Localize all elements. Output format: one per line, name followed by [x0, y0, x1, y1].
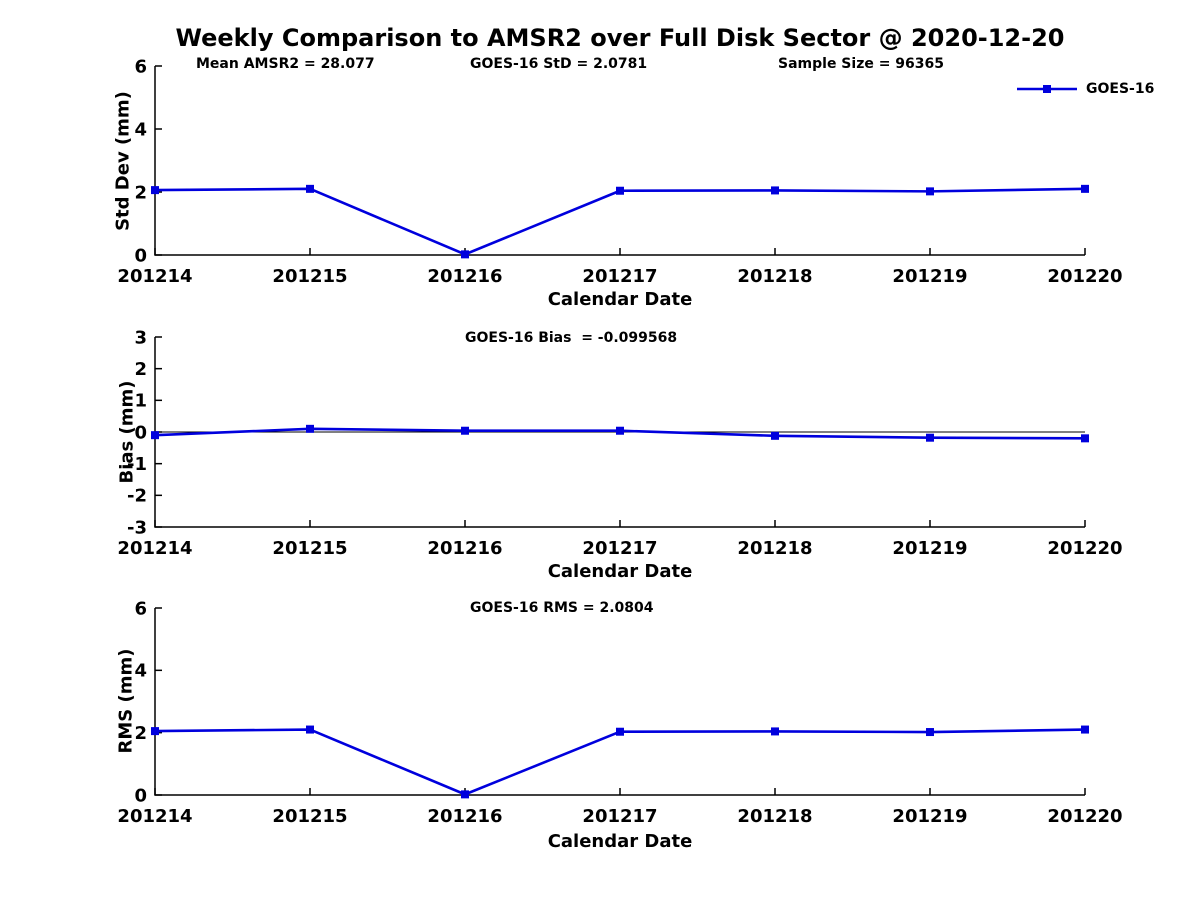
data-point-marker [306, 424, 314, 433]
y-tick-label: -1 [127, 454, 147, 475]
x-tick-label: 201218 [737, 266, 812, 287]
data-point-marker [616, 186, 624, 195]
axis-spines [154, 608, 1085, 796]
data-point-marker [771, 727, 779, 736]
y-tick-label: 2 [134, 182, 147, 203]
x-tick-label: 201217 [582, 806, 657, 827]
y-tick-label: 2 [134, 723, 147, 744]
x-tick-label: 201218 [737, 806, 812, 827]
x-tick-label: 201219 [892, 806, 967, 827]
chart-title: Weekly Comparison to AMSR2 over Full Dis… [175, 24, 1065, 52]
x-tick-label: 201216 [427, 266, 502, 287]
x-tick-label: 201216 [427, 806, 502, 827]
legend: GOES-16 [1015, 81, 1154, 97]
y-tick-label: 4 [134, 119, 147, 140]
x-tick-label: 201215 [272, 266, 347, 287]
x-tick-label: 201220 [1047, 538, 1122, 559]
data-point-marker [151, 186, 159, 195]
x-tick-label: 201215 [272, 806, 347, 827]
y-tick-label: 3 [134, 327, 147, 348]
y-tick-label: -3 [127, 517, 147, 538]
y-tick-label: 1 [134, 391, 147, 412]
y-tick-label: 0 [134, 245, 147, 266]
y-axis-label-rms: RMS (mm) [115, 648, 137, 754]
x-tick-label: 201217 [582, 538, 657, 559]
y-tick-label: 0 [134, 785, 147, 806]
data-point-marker [306, 184, 314, 193]
data-point-marker [461, 426, 469, 435]
data-point-marker [771, 431, 779, 440]
y-tick-label: 6 [134, 598, 147, 619]
data-point-marker [1081, 434, 1089, 443]
x-tick-label: 201219 [892, 266, 967, 287]
y-tick-label: 0 [134, 422, 147, 443]
y-axis-label-std-dev: Std Dev (mm) [112, 91, 134, 231]
x-tick-label: 201214 [117, 538, 192, 559]
data-point-marker [151, 727, 159, 736]
y-axis-label-bias: Bias (mm) [116, 380, 138, 484]
series-line-GOES-16 [154, 728, 1086, 796]
y-tick-label: -2 [127, 486, 147, 507]
data-point-marker [1081, 184, 1089, 193]
x-axis-label-calendar-date-1: Calendar Date [547, 289, 693, 310]
axis-spines [154, 66, 1085, 256]
x-axis-label-calendar-date-2: Calendar Date [547, 561, 693, 582]
series-line-GOES-16 [154, 187, 1086, 256]
panel-rms: 0 2 4 6 201214 201215 201216 201217 201218 201219… [117, 598, 1122, 827]
data-point-marker [1081, 725, 1089, 734]
legend-marker-icon [1017, 85, 1077, 93]
panel-bias: -3 -2 -1 0 1 2 3 201214 201215 201216 201217 201218… [117, 327, 1122, 559]
data-point-marker [461, 250, 469, 259]
y-tick-label: 4 [134, 661, 147, 682]
legend-square-marker [1043, 85, 1051, 93]
annotation-mean-amsr2: Mean AMSR2 = 28.077 [196, 56, 375, 72]
x-tick-label: 201219 [892, 538, 967, 559]
data-point-marker [616, 426, 624, 435]
annotation-sample-size: Sample Size = 96365 [778, 56, 945, 72]
x-tick-label: 201216 [427, 538, 502, 559]
data-point-marker [306, 725, 314, 734]
data-point-marker [926, 728, 934, 737]
data-point-marker [926, 433, 934, 442]
x-tick-label: 201220 [1047, 266, 1122, 287]
data-point-marker [616, 727, 624, 736]
x-tick-label: 201218 [737, 538, 812, 559]
x-tick-label: 201214 [117, 266, 192, 287]
x-tick-label: 201215 [272, 538, 347, 559]
legend-label: GOES-16 [1086, 81, 1155, 97]
x-tick-label: 201220 [1047, 806, 1122, 827]
annotation-goes16-std: GOES-16 StD = 2.0781 [470, 56, 648, 72]
y-tick-label: 2 [134, 359, 147, 380]
annotation-goes16-rms: GOES-16 RMS = 2.0804 [470, 600, 654, 616]
data-point-marker [151, 431, 159, 440]
x-tick-label: 201214 [117, 806, 192, 827]
y-tick-label: 6 [134, 56, 147, 77]
data-point-marker [461, 790, 469, 799]
data-point-marker [926, 187, 934, 196]
annotation-goes16-bias: GOES-16 Bias = -0.099568 [465, 330, 678, 346]
x-axis-label-calendar-date-3: Calendar Date [547, 831, 693, 852]
panel-std-dev: 0 2 4 6 201214 201215 201216 201217 201218 201219… [117, 56, 1122, 287]
data-point-marker [771, 186, 779, 195]
x-tick-label: 201217 [582, 266, 657, 287]
